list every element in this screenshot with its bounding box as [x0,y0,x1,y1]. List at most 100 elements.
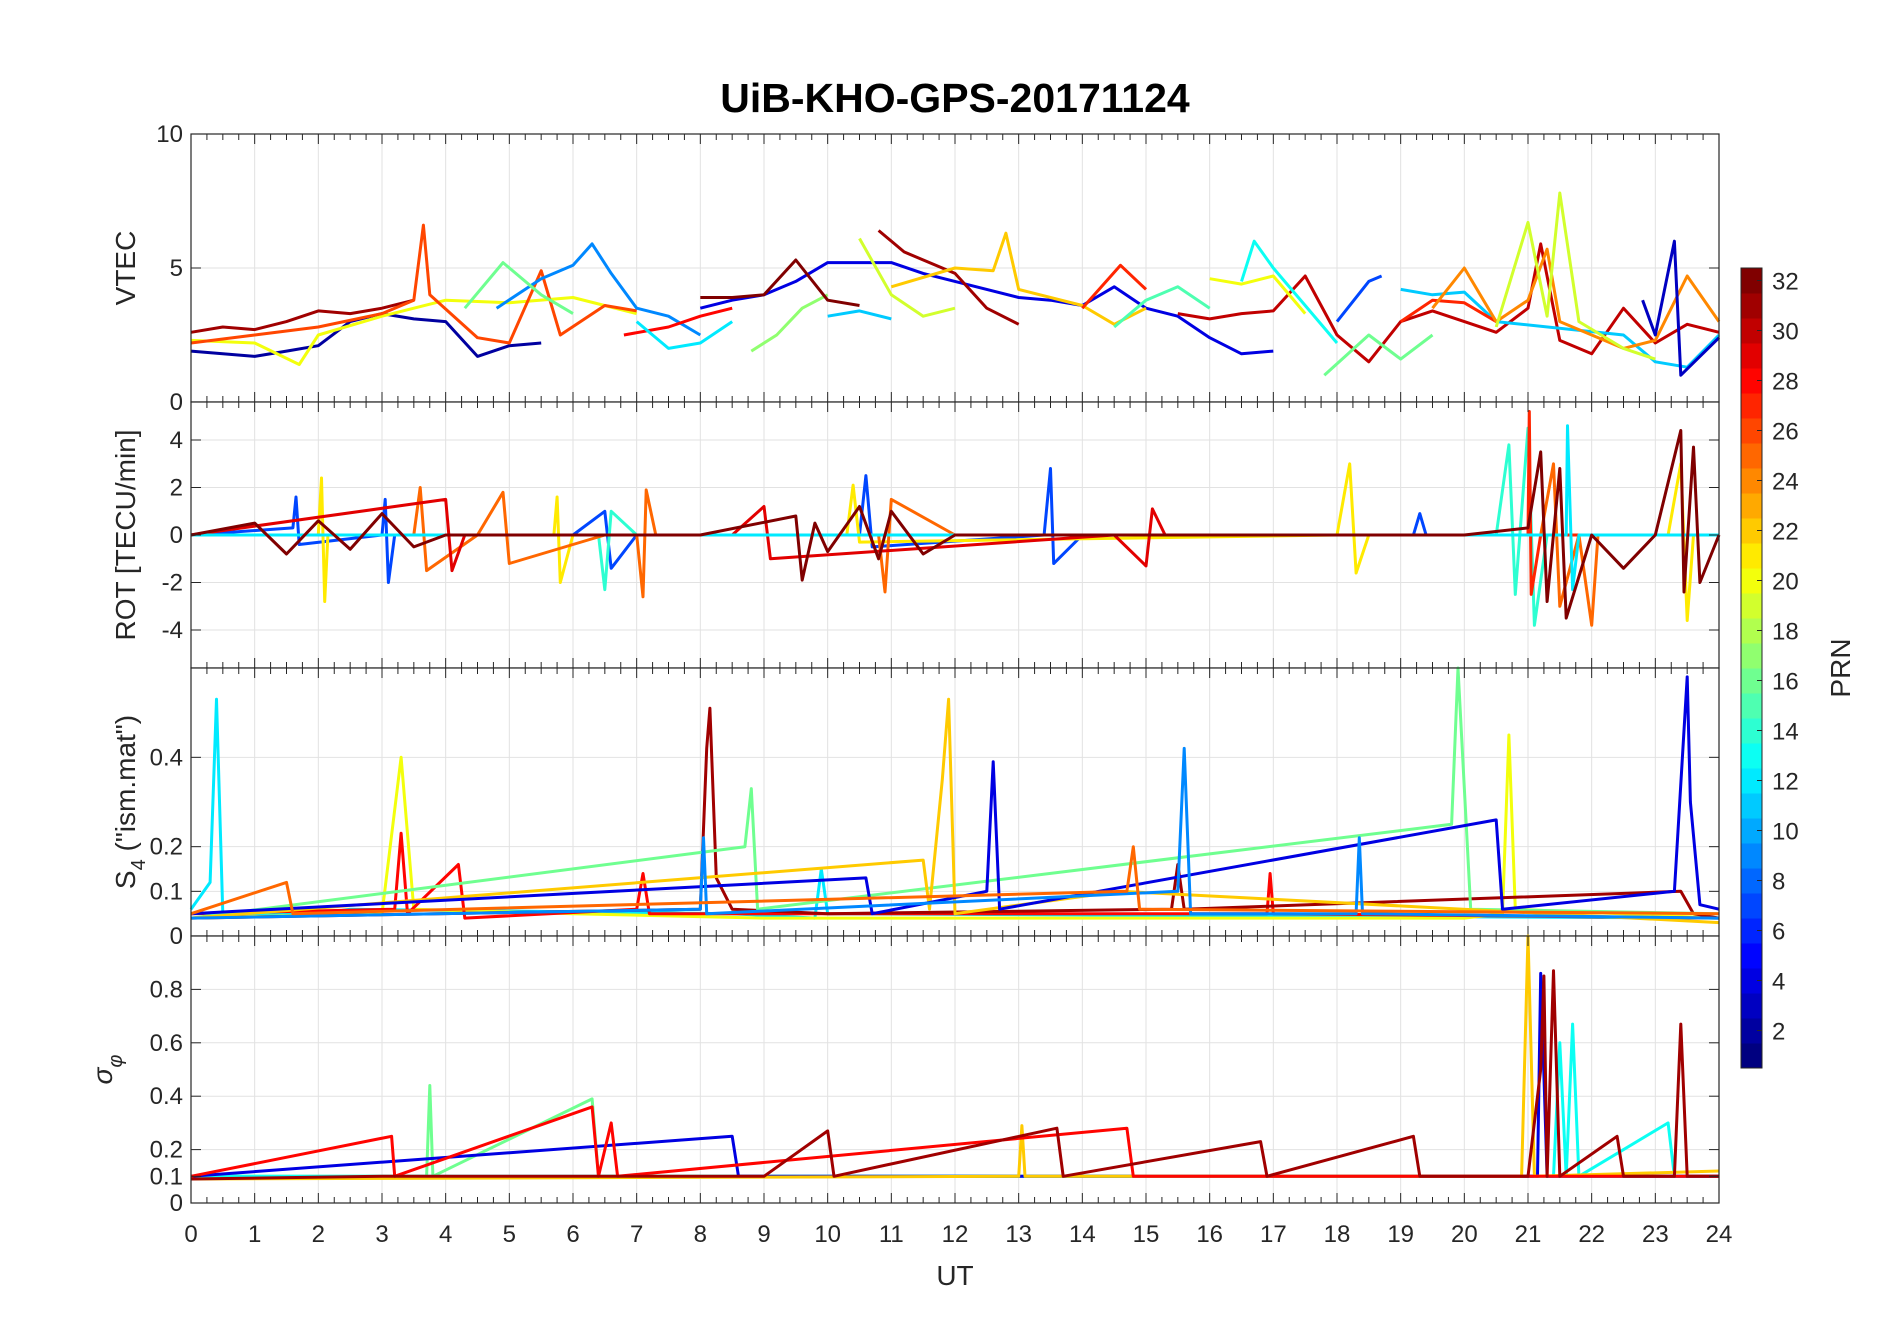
x-tick-label: 0 [184,1221,197,1248]
colorbar-cell-prn-21 [1741,543,1762,569]
series-prn-19 [858,237,956,318]
colorbar-cell-prn-29 [1741,343,1762,369]
x-tick-label: 22 [1578,1221,1605,1248]
series-prn-26 [190,223,637,345]
series-prn-31 [190,969,1719,1181]
x-tick-label: 1 [248,1221,261,1248]
x-tick-label: 21 [1515,1221,1542,1248]
x-tick-label: 18 [1324,1221,1351,1248]
colorbar-cell-prn-4 [1741,968,1762,994]
y-tick-label: 2 [170,475,183,502]
colorbar-cell-prn-32 [1741,268,1762,294]
y-label-subscript: φ [105,1055,127,1068]
colorbar-tick-label: 16 [1772,669,1799,696]
panel-vtec: 0 5 10 VTEC [110,121,1721,416]
colorbar-tick-label: 14 [1772,719,1799,746]
series-prn-24 [1431,247,1721,350]
colorbar-cell-prn-5 [1741,943,1762,969]
series-prn-16 [1323,333,1434,377]
x-tick-label: 14 [1069,1221,1096,1248]
series-prn-28 [190,1105,1719,1178]
x-tick-label: 12 [942,1221,969,1248]
y-label-subscript: 4 [128,859,150,870]
colorbar-tick-label: 2 [1772,1019,1785,1046]
series-prn-32 [190,429,1721,620]
y-tick-label: 0.2 [150,834,183,861]
y-label-main: ROT [TECU/min] [110,429,141,640]
series-prn-9 [495,242,702,337]
colorbar-cell-prn-8 [1741,868,1762,894]
series-prn-29 [190,497,1719,573]
colorbar-cell-prn-15 [1741,693,1762,719]
colorbar-cell-prn-25 [1741,443,1762,469]
colorbar-cell-prn-27 [1741,393,1762,419]
colorbar-cell-prn-19 [1741,593,1762,619]
colorbar-cell-prn-13 [1741,743,1762,769]
series-prn-31 [190,706,1720,920]
panel-rot: -4 -2 0 2 4 ROT [TECU/min] [110,401,1721,669]
colorbar-cell-prn-17 [1741,643,1762,669]
colorbar-cell-prn-26 [1741,418,1762,444]
series-prn-20 [190,296,638,366]
y-axis-label: S4 ("ism.mat") [110,715,150,889]
y-tick-label: 0 [170,522,183,549]
x-tick-label: 15 [1133,1221,1160,1248]
y-tick-label: -4 [162,617,183,644]
series-prn-16 [190,666,1720,920]
x-axis: 0 1 2 3 4 5 6 7 8 9 10 11 12 13 14 15 16 17 18 19 20 21 22 23 24 [184,1221,1732,1248]
chart-title: UiB-KHO-GPS-20171124 [720,75,1190,121]
series-prn-20 [190,733,1720,920]
y-tick-label: 4 [170,427,183,454]
x-tick-label: 16 [1196,1221,1223,1248]
x-tick-label: 10 [814,1221,841,1248]
colorbar-cell-prn-9 [1741,843,1762,869]
series-prn-4 [699,261,1274,356]
y-tick-label: 0.1 [150,878,183,905]
colorbar-tick-label: 26 [1772,419,1799,446]
y-tick-label: 0 [170,923,183,950]
colorbar-tick-label: 12 [1772,769,1799,796]
series-prn-27 [1399,298,1497,323]
x-tick-label: 2 [312,1221,325,1248]
colorbar-tick-label: 18 [1772,619,1799,646]
colorbar-tick-label: 10 [1772,819,1799,846]
y-label-main: S [110,870,141,889]
panel-s4: 00.10.20.4S4 ("ism.mat") [110,666,1720,950]
x-tick-label: 4 [439,1221,452,1248]
y-label-rest: ("ism.mat") [110,715,141,859]
colorbar-tick-label: 22 [1772,519,1799,546]
y-tick-label: 0.8 [150,976,183,1003]
y-axis-label: σφ [87,1055,127,1085]
colorbar-tick-label: 32 [1772,269,1799,296]
x-tick-label: 13 [1005,1221,1032,1248]
series-prn-15 [1113,285,1211,329]
series-prn-17 [750,293,829,353]
series-prn-11 [827,309,892,321]
colorbar-cell-prn-6 [1741,918,1762,944]
series-prn-22 [890,231,1147,326]
series-prn-3 [1641,239,1721,377]
colorbar-tick-label: 28 [1772,369,1799,396]
series-prn-20 [1209,274,1307,315]
y-tick-label: 0.6 [150,1030,183,1057]
series-prn-4 [190,675,1720,916]
x-tick-label: 24 [1706,1221,1733,1248]
colorbar-cell-prn-24 [1741,468,1762,494]
colorbar-cell-prn-1 [1741,1043,1762,1069]
colorbar-cell-prn-14 [1741,718,1762,744]
panel-sigma-phi: 00.10.2 0.4 0.6 0.8 σφ [87,934,1720,1217]
x-tick-label: 11 [879,1221,904,1248]
series-prn-30 [1177,242,1720,364]
colorbar-cell-prn-10 [1741,818,1762,844]
series-prn-11 [1400,287,1721,369]
colorbar-frame [1740,267,1763,1069]
y-tick-label: 0 [170,1190,183,1217]
x-tick-label: 23 [1642,1221,1669,1248]
colorbar-cell-prn-30 [1741,318,1762,344]
series-prn-27 [1081,263,1148,310]
colorbar-cell-prn-23 [1741,493,1762,519]
x-tick-label: 7 [630,1221,643,1248]
series-prn-13 [191,1022,1719,1178]
